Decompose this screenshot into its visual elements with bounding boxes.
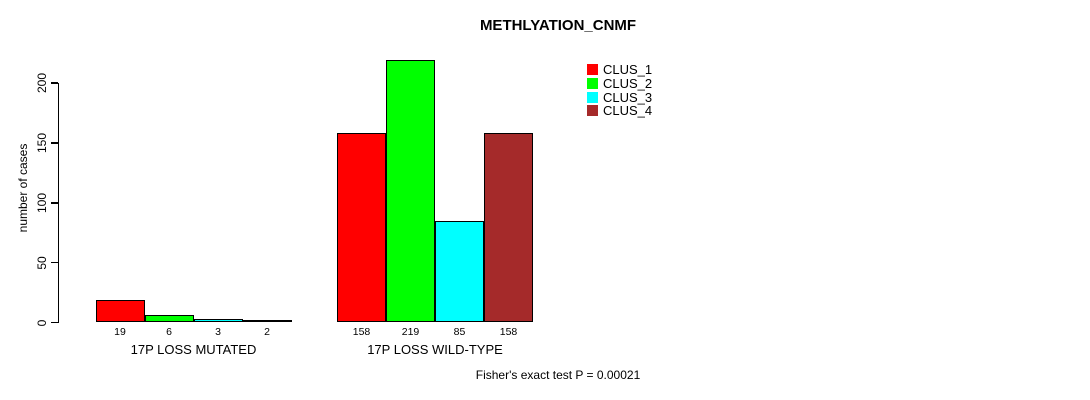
y-tick-label: 0 [35,319,49,326]
bar [435,220,484,323]
bar [95,299,145,323]
bar-value-label: 6 [166,326,172,338]
legend-item: CLUS_2 [587,76,653,92]
y-axis-label: number of cases [16,143,30,233]
x-category-label: 17P LOSS WILD-TYPE [367,342,503,357]
legend-item: CLUS_4 [587,103,653,119]
bar [144,315,194,323]
legend: CLUS_1 CLUS_2 CLUS_3 CLUS_4 [587,62,653,119]
legend-label: CLUS_2 [603,76,653,92]
y-tick-label: 200 [35,72,49,94]
y-tick-mark [50,82,58,84]
legend-color-swatch [587,78,598,90]
legend-label: CLUS_1 [603,62,653,78]
y-tick-mark [50,321,58,324]
bar [242,320,292,323]
bar [193,318,243,323]
y-tick-label: 100 [35,192,49,213]
y-tick-mark [50,202,58,204]
bar-value-label: 158 [499,326,518,338]
legend-color-swatch [587,91,598,103]
bar-value-label: 19 [114,326,126,338]
bar-value-label: 2 [264,326,270,338]
legend-color-swatch [587,105,598,117]
legend-color-swatch [587,64,598,76]
legend-label: CLUS_4 [603,103,653,119]
bar [337,133,386,323]
bar-value-label: 3 [215,326,221,338]
bar [386,60,435,323]
footer-text: Fisher's exact test P = 0.00021 [475,368,641,382]
y-tick-label: 150 [35,132,49,153]
bar-value-label: 158 [352,326,371,338]
legend-item: CLUS_3 [587,89,653,105]
y-axis-line [57,83,59,323]
y-tick-label: 50 [35,255,49,270]
chart-title: METHLYATION_CNMF [479,17,637,34]
y-tick-mark [50,261,58,264]
legend-item: CLUS_1 [587,62,653,78]
bar-value-label: 85 [453,326,466,338]
bar-value-label: 219 [401,326,420,338]
bar [484,133,533,323]
x-category-label: 17P LOSS MUTATED [130,342,257,357]
legend-label: CLUS_3 [603,89,653,105]
y-tick-mark [50,142,58,144]
